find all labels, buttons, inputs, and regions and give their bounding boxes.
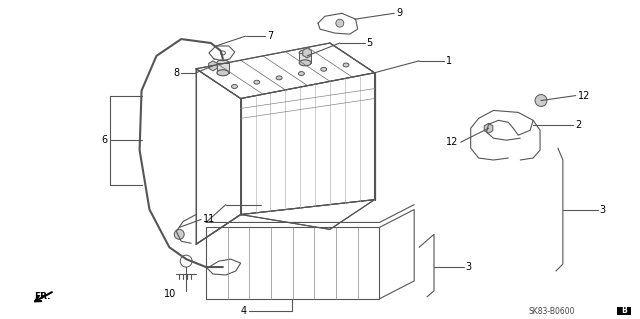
Text: 1: 1: [446, 56, 452, 66]
Ellipse shape: [299, 50, 311, 56]
Text: FR.: FR.: [35, 292, 51, 301]
Circle shape: [535, 94, 547, 107]
Ellipse shape: [232, 85, 237, 88]
Text: 4: 4: [241, 306, 246, 316]
Circle shape: [174, 229, 184, 239]
Text: SK83-B0600: SK83-B0600: [528, 307, 575, 316]
Text: 3: 3: [466, 262, 472, 272]
Text: 3: 3: [600, 204, 605, 215]
Ellipse shape: [220, 51, 225, 55]
Ellipse shape: [254, 80, 260, 84]
Text: 5: 5: [367, 38, 373, 48]
Text: 9: 9: [396, 8, 403, 18]
Ellipse shape: [321, 67, 326, 71]
Bar: [618, 307, 631, 315]
Bar: [299, 53, 311, 63]
Circle shape: [180, 255, 192, 267]
Text: 12: 12: [578, 91, 590, 100]
Text: 8: 8: [173, 68, 179, 78]
Ellipse shape: [276, 76, 282, 80]
Text: 10: 10: [164, 289, 176, 299]
Bar: [217, 63, 229, 73]
Text: 7: 7: [268, 31, 274, 41]
Ellipse shape: [299, 60, 311, 66]
Circle shape: [336, 19, 344, 27]
Text: 2: 2: [575, 120, 581, 130]
Ellipse shape: [343, 63, 349, 67]
Ellipse shape: [298, 71, 305, 76]
Text: 12: 12: [447, 137, 459, 147]
Text: 11: 11: [203, 214, 215, 225]
Text: B: B: [621, 306, 627, 315]
Ellipse shape: [217, 70, 229, 76]
Text: 6: 6: [102, 135, 108, 145]
Ellipse shape: [217, 60, 229, 66]
